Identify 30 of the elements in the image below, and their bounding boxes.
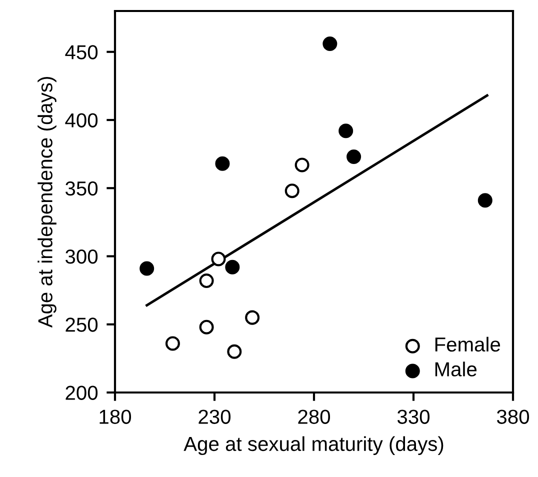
- x-tick-label: 180: [100, 410, 132, 424]
- point: [338, 124, 354, 138]
- point: [227, 344, 242, 359]
- x-tick-label: 230: [198, 410, 231, 424]
- point: [322, 36, 338, 51]
- point: [478, 193, 492, 208]
- legend-label: Female: [435, 336, 500, 352]
- x-axis-title: Age at sexual maturity (days): [184, 436, 444, 456]
- point: [199, 274, 214, 288]
- point: [284, 184, 300, 198]
- legend-label: Male: [435, 362, 477, 376]
- y-tick-label: 400: [65, 113, 98, 128]
- y-axis-title: Age at independence (days): [38, 77, 56, 328]
- point: [294, 158, 310, 172]
- point: [199, 320, 214, 334]
- y-tick-label: 350: [66, 181, 98, 196]
- point: [211, 252, 226, 266]
- y-tick-label: 250: [66, 318, 98, 332]
- point: [225, 260, 240, 274]
- x-tick-label: 330: [397, 410, 430, 424]
- y-tick-label: 450: [65, 45, 98, 60]
- point: [346, 150, 362, 164]
- point: [140, 261, 154, 276]
- point: [245, 310, 260, 325]
- point: [165, 336, 180, 351]
- x-tick-label: 280: [298, 410, 330, 424]
- y-tick-label: 300: [66, 249, 98, 264]
- x-tick-label: 380: [496, 410, 530, 424]
- point: [215, 156, 230, 171]
- y-tick-label: 200: [66, 386, 98, 400]
